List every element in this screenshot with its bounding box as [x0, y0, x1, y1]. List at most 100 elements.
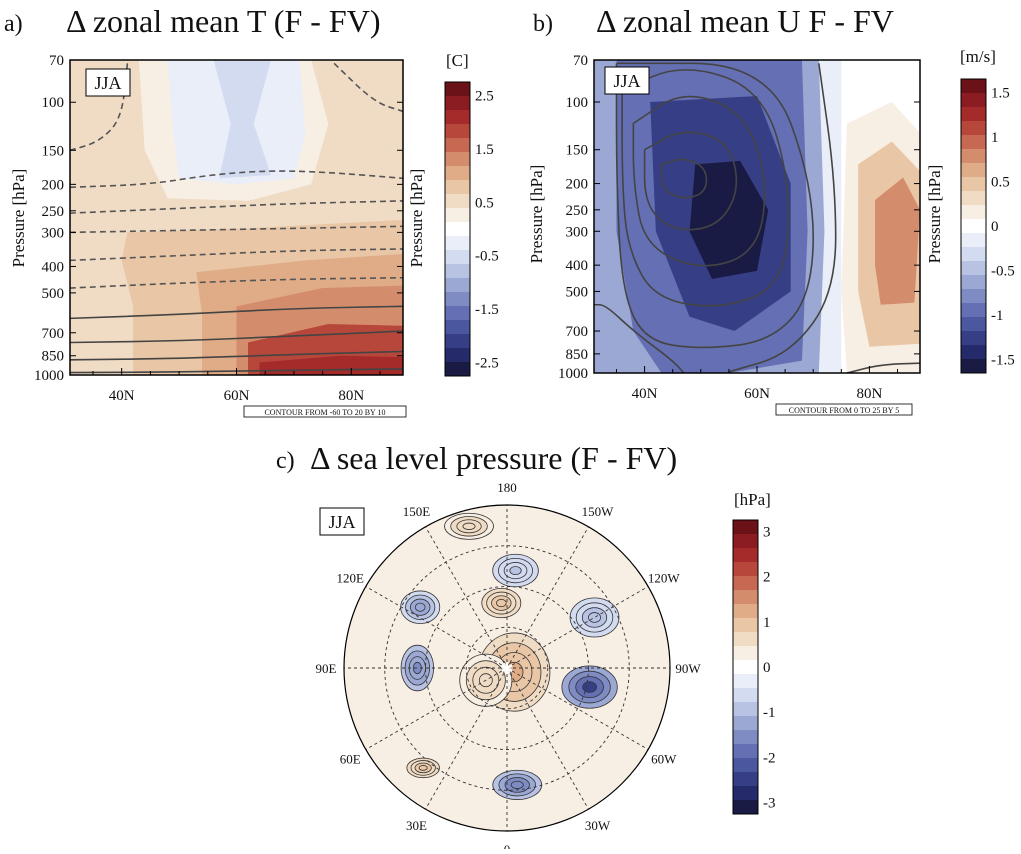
colorbar-label-0.5: 0.5: [991, 174, 1010, 190]
colorbar-swatch-6: [445, 166, 470, 181]
contour-line-7: [70, 305, 403, 320]
panel-b-contour-note: CONTOUR FROM 0 TO 25 BY 5: [789, 406, 899, 415]
panel-c-graticule: [344, 505, 670, 831]
colorbar-swatch-4: [445, 138, 470, 153]
longitude-label-0: 0: [504, 842, 511, 849]
longitude-label-120E: 120E: [337, 571, 365, 586]
colorbar-swatch-7: [445, 180, 470, 195]
panel-a-colorbar-unit: [C]: [446, 51, 469, 70]
colorbar-label--1.5: -1.5: [475, 302, 499, 318]
colorbar-swatch-8: [733, 632, 758, 647]
contour-line-0: [660, 158, 708, 199]
panel-a: a) Δ zonal mean T (F - FV) 70 100 150 200 25…: [4, 3, 499, 418]
contour-line-8: [70, 330, 403, 344]
colorbar-label--0.5: -0.5: [475, 249, 499, 265]
y-tick-label-300: 300: [42, 225, 65, 241]
colorbar-swatch-1: [961, 93, 986, 108]
colorbar-label--3: -3: [763, 796, 776, 812]
colorbar-swatch-6: [961, 163, 986, 178]
colorbar-swatch-8: [445, 194, 470, 209]
colorbar-swatch-19: [961, 345, 986, 360]
longitude-label-180: 180: [497, 480, 517, 495]
panel-a-contour-note: CONTOUR FROM -60 TO 20 BY 10: [264, 408, 385, 417]
colorbar-swatch-3: [445, 124, 470, 139]
panel-b-y-axis: 70 100 150 200 250 300 400 500 700 850 1000: [558, 53, 920, 382]
panel-a-contours: [70, 62, 403, 374]
fill-region-3: [213, 60, 271, 179]
longitude-label-90W: 90W: [675, 661, 701, 676]
panel-c-colorbar: 3 2 1 0 -1 -2 -3: [732, 519, 776, 815]
colorbar-swatch-13: [961, 261, 986, 276]
colorbar-swatch-14: [961, 275, 986, 290]
pressure-lobe-5-ring-3: [462, 522, 476, 530]
colorbar-swatch-16: [961, 303, 986, 318]
contour-line-6: [70, 276, 403, 289]
y-tick-label-700: 700: [42, 326, 65, 342]
panel-a-season-box: [85, 68, 131, 97]
panel-c-title: Δ sea level pressure (F - FV): [310, 440, 677, 476]
panel-b-title: Δ zonal mean U F - FV: [596, 3, 894, 39]
panel-b-colorbar-unit: [m/s]: [960, 47, 996, 66]
colorbar-swatch-12: [733, 688, 758, 703]
contour-line-4: [615, 62, 815, 349]
longitude-label-90E: 90E: [316, 661, 337, 676]
y-tick-label-100: 100: [42, 95, 65, 111]
colorbar-swatch-1: [445, 96, 470, 111]
colorbar-swatch-10: [961, 219, 986, 234]
colorbar-label--1.5: -1.5: [991, 353, 1015, 369]
panel-b-x-axis: 40N 60N 80N: [615, 366, 899, 402]
longitude-label-30E: 30E: [406, 818, 427, 833]
colorbar-label-1: 1: [991, 130, 999, 146]
panel-b-contours: [594, 62, 920, 373]
x-tick-label-60N: 60N: [224, 388, 250, 404]
colorbar-swatch-17: [445, 320, 470, 335]
colorbar-swatch-3: [733, 562, 758, 577]
x-tick-label-40N: 40N: [632, 386, 658, 402]
colorbar-label--1: -1: [763, 705, 776, 721]
contour-line-1: [333, 62, 403, 113]
y-tick-label-150: 150: [42, 143, 65, 159]
panel-b-y-axis-label-right: Pressure [hPa]: [925, 165, 944, 264]
panel-a-y-axis: 70 100 150 200 250 300 400 500 700 850 1000: [34, 53, 403, 384]
colorbar-label-1.5: 1.5: [991, 85, 1010, 101]
colorbar-swatch-18: [961, 331, 986, 346]
colorbar-swatch-10: [733, 660, 758, 675]
colorbar-label-2.5: 2.5: [475, 88, 494, 104]
colorbar-label-0.5: 0.5: [475, 195, 494, 211]
colorbar-swatch-11: [445, 236, 470, 251]
panel-b-colorbar: 1.5 1 0.5 0 -0.5 -1 -1.5: [960, 78, 1015, 374]
y-tick-label-200: 200: [566, 177, 589, 193]
y-tick-label-70: 70: [573, 53, 588, 69]
colorbar-label--0.5: -0.5: [991, 264, 1015, 280]
colorbar-swatch-2: [445, 110, 470, 125]
panel-b-label: b): [533, 11, 553, 37]
y-tick-label-1000: 1000: [34, 368, 64, 384]
colorbar-label-1: 1: [763, 615, 771, 631]
colorbar-label--2: -2: [763, 750, 776, 766]
latitude-circle-1: [425, 586, 589, 750]
contour-line-6: [594, 303, 685, 373]
pressure-lobe-6-ring-3: [582, 681, 597, 693]
x-tick-label-80N: 80N: [856, 386, 882, 402]
longitude-label-120W: 120W: [648, 571, 681, 586]
y-tick-label-850: 850: [566, 347, 589, 363]
panel-b: b) Δ zonal mean U F - FV 70 100 150 200 250 3…: [527, 3, 1015, 416]
colorbar-swatch-20: [733, 800, 758, 815]
colorbar-swatch-8: [961, 191, 986, 206]
colorbar-swatch-0: [961, 79, 986, 94]
y-tick-label-400: 400: [566, 258, 589, 274]
y-tick-label-250: 250: [566, 203, 589, 219]
longitude-label-60E: 60E: [340, 752, 361, 767]
colorbar-label-2: 2: [763, 570, 771, 586]
contour-line-3: [621, 69, 790, 307]
colorbar-swatch-17: [733, 758, 758, 773]
colorbar-swatch-18: [733, 772, 758, 787]
panel-b-contour-note-box: [775, 403, 913, 416]
panel-c-season-box: [319, 507, 365, 536]
colorbar-swatch-13: [733, 702, 758, 717]
colorbar-swatch-2: [733, 548, 758, 563]
colorbar-swatch-11: [733, 674, 758, 689]
colorbar-swatch-9: [961, 205, 986, 220]
colorbar-swatch-5: [445, 152, 470, 167]
contour-line-9: [70, 350, 403, 361]
